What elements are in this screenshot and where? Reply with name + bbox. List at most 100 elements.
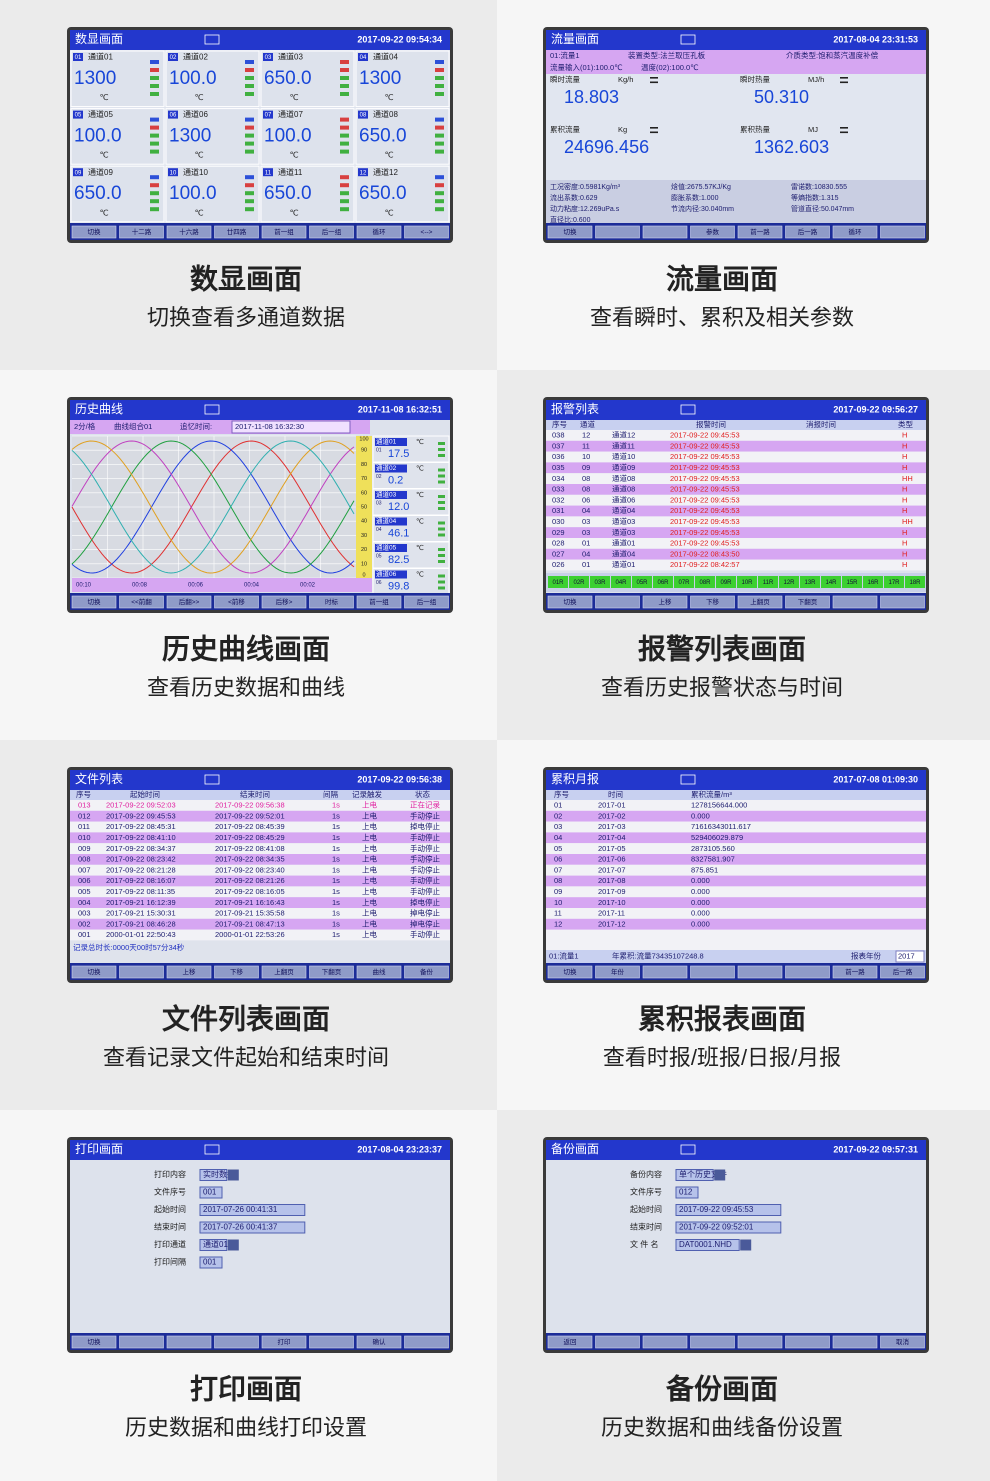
button-slot [214, 965, 259, 979]
button-label[interactable]: 循环 [373, 227, 387, 236]
button-label[interactable]: 后移> [276, 597, 293, 606]
table-cell: H [902, 528, 907, 537]
button-label[interactable]: <<前翻 [131, 597, 152, 606]
button-slot [261, 965, 307, 979]
screen-header [70, 400, 450, 420]
button-label[interactable]: 切换 [88, 1337, 102, 1346]
channel-bar [435, 191, 444, 196]
button-label[interactable]: 前一路 [845, 967, 865, 976]
button-slot [356, 595, 402, 609]
button-slot [880, 965, 925, 979]
field-label: 备份内容 [630, 1169, 662, 1179]
button-label[interactable]: 后一组 [417, 597, 437, 606]
equals-mark [650, 77, 658, 79]
table-cell: 通道11 [612, 440, 635, 450]
table-cell: 2017-09-22 08:16:07 [106, 876, 176, 885]
button-label[interactable]: 循环 [849, 227, 863, 236]
button-label[interactable]: 上翻页 [750, 597, 770, 606]
button-label[interactable]: 十六路 [179, 227, 199, 236]
channel-bar [438, 448, 445, 451]
table-cell: 掉电停止 [410, 821, 440, 831]
group: 曲线组合01 [114, 421, 152, 431]
channel-bar [245, 117, 254, 122]
button-label[interactable]: <前移 [228, 597, 245, 606]
value-unit: MJ [808, 125, 818, 134]
caption-title: 数显画面 [190, 263, 302, 294]
table-cell: 10 [582, 452, 590, 461]
values-area [546, 74, 926, 180]
button-label[interactable]: 前一路 [750, 227, 770, 236]
equals-mark [840, 127, 848, 129]
table-cell: 11 [554, 909, 562, 918]
relay-box [800, 576, 820, 588]
button-label[interactable]: 后一路 [893, 967, 913, 976]
button-label[interactable]: 取消 [896, 1337, 910, 1346]
button-label[interactable]: 曲线 [373, 967, 387, 976]
button-label[interactable]: 备份 [420, 967, 434, 976]
table-row [546, 473, 926, 484]
channel-value: 46.1 [388, 527, 409, 539]
button-label[interactable]: 确认 [373, 1337, 387, 1346]
screen-title: 数显画面 [75, 31, 123, 46]
table-cell: 2017-03 [598, 822, 626, 831]
channel-number: 07 [265, 113, 272, 119]
button-label[interactable]: 切换 [564, 227, 578, 236]
field-value: 2017-09-22 09:52:01 [679, 1223, 754, 1232]
button-label[interactable]: 前一组 [369, 597, 389, 606]
caption-title: 打印画面 [190, 1373, 302, 1404]
button-label[interactable]: 后翻>> [179, 597, 200, 606]
caption-subtitle: 查看历史数据和曲线 [147, 675, 345, 700]
param-text: 工况密度:0.5981Kg/m³ [550, 182, 621, 191]
field-label: 起始时间 [154, 1204, 186, 1214]
button-label[interactable]: 上翻页 [274, 967, 294, 976]
button-slot [880, 595, 925, 609]
footer [546, 593, 926, 610]
channel-bar [340, 175, 349, 180]
button-label[interactable]: 下移 [230, 967, 244, 976]
button-slot [642, 1335, 688, 1349]
channel-bar [150, 68, 159, 72]
button-label[interactable]: 前一组 [274, 227, 294, 236]
button-label[interactable]: 廿四路 [227, 227, 247, 236]
column-header: 累积流量/m³ [691, 789, 732, 799]
interval: 2分/格 [74, 421, 96, 431]
channel-bar [245, 175, 254, 180]
button-label[interactable]: 时标 [325, 597, 339, 606]
relay-label: 13R [804, 580, 816, 586]
table-cell: 2017-09-22 09:56:38 [215, 801, 285, 810]
channel-name: 通道08 [373, 109, 398, 119]
button-label[interactable]: 返回 [564, 1338, 577, 1346]
button-label[interactable]: 切换 [88, 227, 102, 236]
channel-number-box [358, 168, 368, 177]
button-label[interactable]: 后一路 [798, 227, 818, 236]
channel-name: 通道12 [373, 167, 398, 177]
button-label[interactable]: 年份 [611, 967, 625, 976]
button-label[interactable]: <--> [421, 229, 433, 236]
button-label[interactable]: 参数 [706, 227, 720, 236]
button-label[interactable]: 切换 [564, 967, 578, 976]
table-row [546, 843, 926, 854]
button-label[interactable]: 打印 [278, 1337, 291, 1346]
button-label[interactable]: 切换 [88, 967, 102, 976]
channel-bar [438, 560, 445, 563]
table-cell: 009 [78, 844, 91, 853]
equals-mark [650, 127, 658, 129]
button-label[interactable]: 下翻页 [798, 597, 818, 606]
button-label[interactable]: 下移 [706, 597, 720, 606]
button-slot [785, 595, 830, 609]
button-slot [642, 595, 688, 609]
button-label[interactable]: 后一组 [322, 227, 342, 236]
button-label[interactable]: 下翻页 [322, 967, 342, 976]
button-label[interactable]: 十二路 [132, 227, 152, 236]
button-label[interactable]: 上移 [659, 597, 673, 606]
caption-title: 累积报表画面 [638, 1003, 806, 1034]
table-cell: 2017-09-21 08:47:13 [215, 919, 285, 928]
button-label[interactable]: 切换 [88, 597, 102, 606]
channel-bar [435, 125, 444, 130]
param-text: 膨胀系数:1.000 [671, 193, 719, 202]
table-cell: 上电 [362, 908, 377, 918]
table-row [546, 821, 926, 833]
button-label[interactable]: 上移 [183, 967, 197, 976]
field-label: 文件序号 [630, 1187, 662, 1197]
button-label[interactable]: 切换 [564, 597, 578, 606]
